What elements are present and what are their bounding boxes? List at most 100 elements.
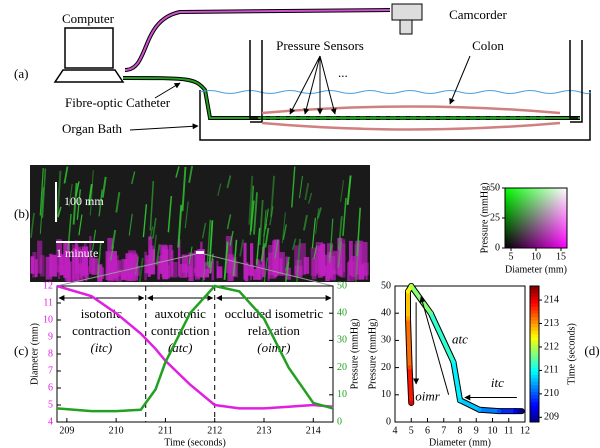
map-texture — [340, 243, 346, 278]
map-texture — [262, 209, 267, 249]
colorbar-segment — [530, 330, 539, 335]
colorbar-segment — [530, 299, 539, 304]
map-texture — [50, 254, 57, 277]
point — [457, 398, 463, 403]
map-texture — [295, 238, 301, 283]
map-texture — [188, 165, 194, 183]
map-texture — [257, 264, 263, 280]
map-texture — [285, 256, 291, 271]
annotation: occluded isometric — [225, 306, 324, 321]
map-texture — [113, 270, 119, 281]
colon — [261, 105, 561, 131]
legend-tick-label: 10 — [531, 251, 541, 262]
holder — [569, 40, 583, 123]
y2-tick-label: 50 — [337, 280, 347, 291]
map-texture — [365, 271, 368, 280]
label: Camcorder — [449, 7, 507, 22]
map-texture — [223, 241, 229, 280]
point — [513, 408, 518, 414]
map-texture — [339, 180, 345, 202]
colorbar-segment — [530, 384, 539, 389]
label: Pressure Sensors — [276, 38, 364, 53]
point — [407, 365, 412, 370]
map-texture — [311, 217, 316, 249]
map-texture — [184, 265, 192, 278]
map-texture — [110, 251, 117, 279]
map-texture — [155, 244, 161, 266]
colorbar-segment — [530, 350, 539, 355]
point — [405, 316, 411, 321]
map-texture — [354, 256, 357, 277]
legend-ticks: 0 25 50 5 10 15 — [490, 182, 566, 262]
x-tick-label: 11 — [504, 425, 514, 436]
point — [428, 311, 433, 316]
y-tick-label: 40 — [381, 307, 391, 318]
map-texture — [142, 204, 148, 238]
map-texture — [57, 206, 62, 218]
map-texture — [83, 242, 87, 276]
map-texture — [243, 242, 247, 280]
map-texture — [111, 229, 117, 250]
trajectory — [406, 316, 412, 370]
map-texture — [270, 175, 275, 217]
water — [199, 90, 591, 94]
map-texture — [75, 181, 80, 197]
map-texture — [114, 260, 122, 276]
colorbar-segment — [530, 347, 539, 352]
map-texture — [194, 250, 199, 273]
map-texture — [315, 208, 320, 234]
setup-diagram: (a) Computer Camcorder Pressure Sensors … — [14, 3, 591, 141]
colorbar-segment — [530, 316, 539, 321]
map-texture — [121, 258, 130, 281]
map-texture — [294, 265, 303, 278]
map-texture — [281, 212, 286, 244]
map-texture — [317, 207, 322, 219]
map-texture — [91, 229, 97, 251]
y2-tick-label: 20 — [337, 362, 347, 373]
map-texture — [30, 165, 369, 283]
map-texture — [354, 243, 362, 280]
map-texture — [299, 243, 306, 276]
map-texture — [273, 239, 278, 278]
colorbar-segment — [530, 296, 539, 301]
map-texture — [41, 168, 47, 218]
map-texture — [89, 236, 92, 273]
map-texture — [202, 262, 207, 283]
map-texture — [325, 270, 330, 281]
spatiotemporal-map: (b) 100 mm 1 minute 0 25 50 5 10 15 Pressure … — [14, 165, 568, 287]
map-texture — [98, 189, 103, 217]
colorbar-segment — [530, 388, 539, 392]
map-texture — [98, 267, 105, 279]
map-texture — [337, 241, 342, 268]
map-texture — [246, 265, 254, 276]
map-texture — [226, 214, 232, 230]
y-tick-label: 7 — [48, 365, 53, 376]
data-line — [56, 284, 334, 410]
colorbar-segment — [530, 401, 539, 406]
colorbar-segment — [530, 354, 539, 358]
colorbar-segment — [530, 360, 539, 365]
map-texture — [171, 261, 178, 278]
map-texture — [239, 239, 244, 257]
map-texture — [231, 254, 235, 281]
colorbar-label: Time (seconds) — [566, 323, 577, 385]
point — [477, 407, 482, 412]
map-texture — [188, 252, 194, 282]
map-texture — [198, 260, 205, 273]
map-texture — [323, 254, 331, 275]
colorbar-segment — [530, 408, 539, 413]
point — [405, 289, 411, 294]
y-tick-label: 6 — [48, 382, 53, 393]
y-tick-label: 4 — [48, 416, 53, 427]
colorbar-segment — [530, 323, 539, 328]
annotation: itc — [491, 375, 504, 390]
map-texture — [358, 264, 361, 276]
map-texture — [30, 256, 35, 274]
map-texture — [346, 262, 350, 282]
map-texture — [201, 268, 210, 278]
x-tick-label: 213 — [257, 425, 272, 436]
y-tick-label: 30 — [381, 335, 391, 346]
map-texture — [39, 167, 44, 216]
map-texture — [235, 261, 239, 278]
map-texture — [291, 238, 297, 251]
